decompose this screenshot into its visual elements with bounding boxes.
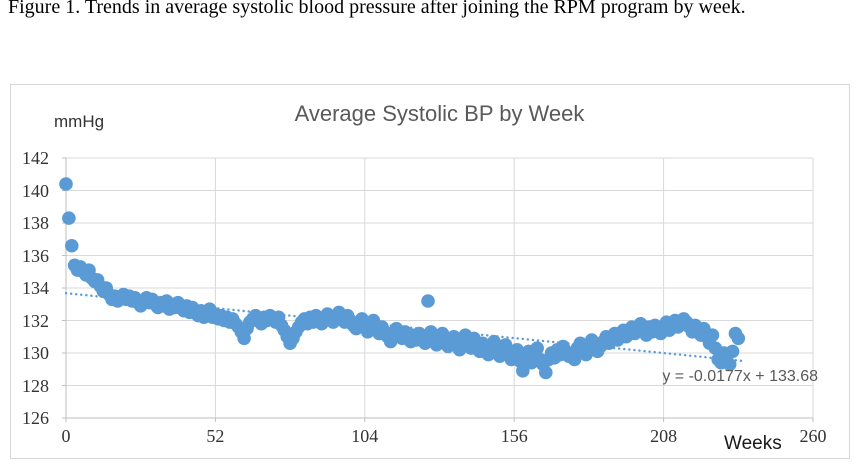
data-point — [64, 238, 79, 253]
x-axis-tick-label: 208 — [650, 426, 678, 446]
data-point — [530, 341, 544, 355]
figure-caption: Figure 1. Trends in average systolic blo… — [8, 0, 746, 18]
data-point — [59, 177, 73, 191]
x-axis-tick-label: 0 — [61, 426, 71, 446]
x-axis-tick-label: 260 — [799, 426, 827, 446]
x-axis-tick-label: 52 — [206, 426, 225, 446]
data-point — [731, 331, 746, 346]
y-axis-tick-label: 140 — [22, 180, 49, 201]
y-axis-tick-label: 142 — [22, 148, 49, 168]
data-point — [722, 357, 737, 372]
data-point — [567, 352, 582, 367]
chart-title: Average Systolic BP by Week — [294, 101, 585, 126]
trendline-equation: y = -0.0177x + 133.68 — [662, 368, 818, 385]
y-axis-tick-label: 128 — [22, 375, 49, 396]
data-point — [705, 328, 720, 342]
chart-frame: Average Systolic BP by Week mmHg Weeks y… — [10, 84, 850, 459]
y-axis-tick-label: 136 — [22, 245, 49, 266]
y-axis-tick-label: 138 — [22, 213, 49, 233]
y-axis-tick-label: 134 — [22, 278, 49, 298]
data-point — [725, 344, 740, 359]
data-point — [539, 365, 553, 380]
data-point — [516, 364, 530, 378]
y-axis-title: mmHg — [54, 112, 105, 131]
data-point — [62, 211, 76, 225]
x-axis-title: Weeks — [724, 433, 782, 454]
data-point — [421, 294, 435, 308]
y-axis-tick-label: 126 — [22, 408, 49, 428]
y-axis-tick-label: 130 — [22, 343, 49, 363]
x-axis-tick-label: 104 — [351, 426, 379, 446]
scatter-plot — [59, 157, 814, 422]
x-axis-tick-label: 156 — [500, 426, 528, 446]
plot-area — [59, 157, 814, 422]
y-axis-tick-label: 132 — [22, 310, 49, 331]
